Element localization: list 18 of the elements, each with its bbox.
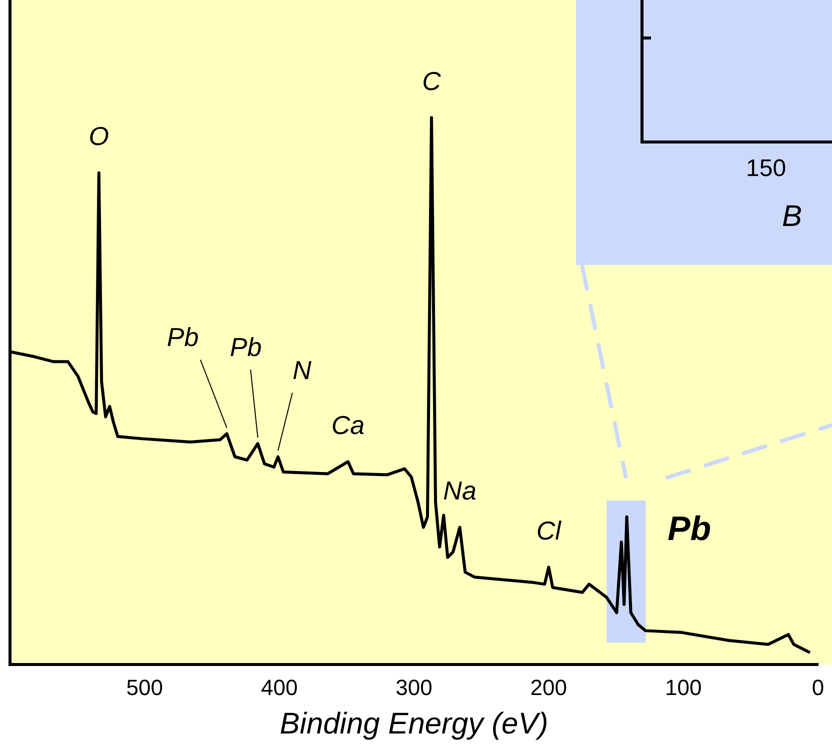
x-tick-label: 500 <box>126 674 164 700</box>
annotation: 150 <box>746 155 786 183</box>
x-tick-label: 100 <box>664 674 702 700</box>
x-axis-title: Binding Energy (eV) <box>280 707 548 740</box>
annotation: Pb <box>166 322 199 352</box>
annotation: Cl <box>536 515 562 546</box>
x-tick-label: 300 <box>396 674 432 700</box>
annotation: Pb <box>230 332 262 362</box>
x-tick-label: 200 <box>530 674 568 700</box>
annotation: C <box>422 66 442 96</box>
annotation: O <box>88 121 109 152</box>
annotation: Na <box>443 476 476 506</box>
annotation: Ca <box>331 410 365 440</box>
annotation: N <box>292 354 312 385</box>
x-tick-label: 400 <box>260 674 298 700</box>
annotation: B <box>782 200 802 234</box>
band-label: Pb <box>668 510 712 548</box>
x-tick-label: 0 <box>812 674 824 700</box>
